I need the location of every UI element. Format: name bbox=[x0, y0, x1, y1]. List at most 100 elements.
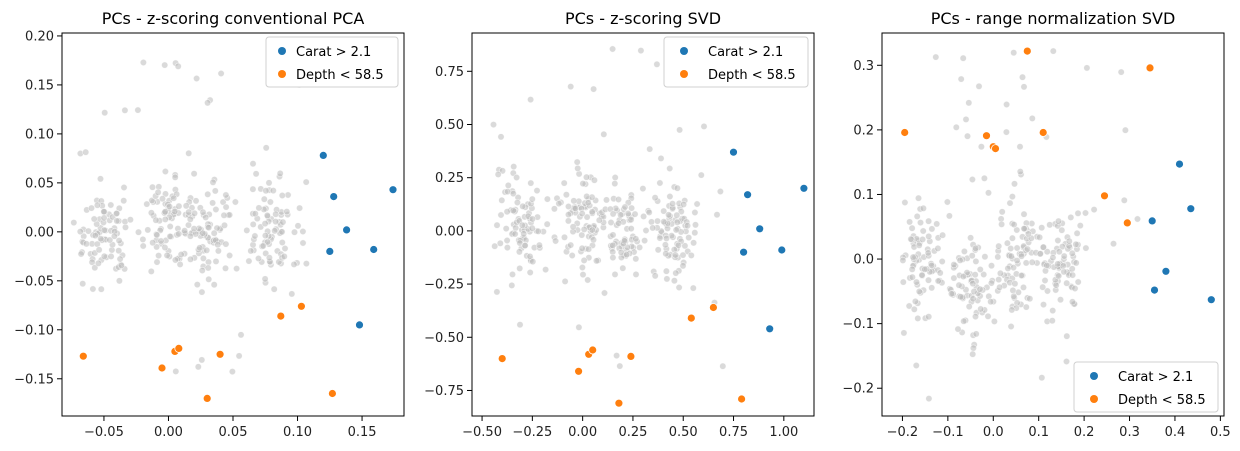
background-point bbox=[1007, 322, 1015, 330]
background-point bbox=[278, 239, 286, 247]
background-point bbox=[139, 235, 147, 243]
background-point bbox=[919, 227, 927, 235]
background-point bbox=[231, 198, 239, 206]
background-point bbox=[583, 192, 591, 200]
carat-point bbox=[355, 320, 364, 330]
background-point bbox=[907, 235, 915, 243]
background-point bbox=[668, 200, 676, 208]
background-point bbox=[194, 363, 202, 371]
background-point bbox=[584, 199, 592, 207]
background-point bbox=[249, 220, 257, 228]
background-point bbox=[1044, 287, 1052, 295]
background-point bbox=[996, 269, 1004, 277]
background-point bbox=[100, 252, 108, 260]
background-point bbox=[204, 264, 212, 272]
background-point bbox=[662, 267, 670, 275]
background-point bbox=[205, 224, 213, 232]
background-point bbox=[247, 247, 255, 255]
background-point bbox=[972, 330, 980, 338]
background-point bbox=[998, 220, 1006, 228]
background-point bbox=[620, 237, 628, 245]
background-point bbox=[1036, 233, 1044, 241]
background-points bbox=[489, 45, 727, 370]
background-point bbox=[290, 260, 298, 268]
background-point bbox=[1074, 278, 1082, 286]
background-point bbox=[609, 210, 617, 218]
background-point bbox=[511, 230, 519, 238]
background-point bbox=[84, 227, 92, 235]
background-point bbox=[900, 329, 908, 337]
background-point bbox=[1010, 49, 1018, 57]
background-point bbox=[259, 242, 267, 250]
background-point bbox=[947, 290, 955, 298]
background-point bbox=[670, 277, 678, 285]
background-point bbox=[628, 204, 636, 212]
background-point bbox=[956, 256, 964, 264]
background-point bbox=[912, 361, 920, 369]
background-point bbox=[981, 253, 989, 261]
background-point bbox=[963, 132, 971, 140]
background-point bbox=[271, 227, 279, 235]
background-point bbox=[177, 251, 185, 259]
plot-frame bbox=[61, 32, 405, 417]
background-point bbox=[255, 204, 263, 212]
background-point bbox=[203, 246, 211, 254]
background-point bbox=[503, 208, 511, 216]
y-tick-label: 0.20 bbox=[25, 29, 54, 44]
background-point bbox=[960, 317, 968, 325]
background-point bbox=[502, 225, 510, 233]
background-point bbox=[943, 198, 951, 206]
background-point bbox=[925, 232, 933, 240]
background-point bbox=[1068, 265, 1076, 273]
background-point bbox=[656, 234, 664, 242]
background-point bbox=[115, 277, 123, 285]
background-point bbox=[945, 212, 953, 220]
background-point bbox=[252, 170, 260, 178]
background-point bbox=[609, 241, 617, 249]
background-point bbox=[977, 143, 985, 151]
background-point bbox=[533, 187, 541, 195]
background-point bbox=[960, 247, 968, 255]
legend: Carat > 2.1 Depth < 58.5 bbox=[265, 36, 399, 88]
background-point bbox=[148, 197, 156, 205]
background-point bbox=[990, 317, 998, 325]
background-point bbox=[496, 239, 504, 247]
background-point bbox=[265, 254, 273, 262]
background-point bbox=[266, 198, 274, 206]
background-point bbox=[959, 54, 967, 62]
background-point bbox=[672, 269, 680, 277]
background-point bbox=[115, 247, 123, 255]
background-point bbox=[299, 239, 307, 247]
background-point bbox=[919, 204, 927, 212]
background-point bbox=[968, 252, 976, 260]
background-point bbox=[647, 218, 655, 226]
background-point bbox=[245, 257, 253, 265]
background-point bbox=[938, 257, 946, 265]
background-point bbox=[139, 242, 147, 250]
y-tick-label: 0.0 bbox=[853, 253, 874, 268]
background-point bbox=[493, 221, 501, 229]
background-point bbox=[161, 215, 169, 223]
background-point bbox=[515, 248, 523, 256]
background-point bbox=[192, 197, 200, 205]
background-point bbox=[212, 257, 220, 265]
background-point bbox=[1082, 244, 1090, 252]
background-point bbox=[263, 238, 271, 246]
background-point bbox=[262, 187, 270, 195]
background-point bbox=[1010, 292, 1018, 300]
background-point bbox=[210, 281, 218, 289]
background-point bbox=[624, 210, 632, 218]
background-point bbox=[510, 163, 518, 171]
background-point bbox=[283, 208, 291, 216]
background-point bbox=[600, 130, 608, 138]
scatter-panel-range-normalization-svd: PCs - range normalization SVD −0.2 −0.1 0.… bbox=[842, 9, 1230, 440]
x-tick-label: 0.75 bbox=[719, 425, 748, 440]
background-point bbox=[1071, 284, 1079, 292]
background-point bbox=[579, 271, 587, 279]
x-tick-label: 0.0 bbox=[983, 425, 1004, 440]
background-point bbox=[936, 269, 944, 277]
carat-point bbox=[799, 183, 809, 193]
background-point bbox=[186, 232, 194, 240]
background-point bbox=[153, 258, 161, 266]
background-point bbox=[272, 210, 280, 218]
